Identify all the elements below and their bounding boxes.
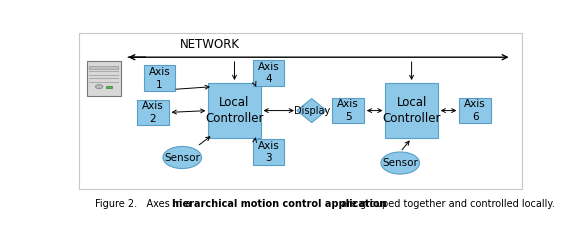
Text: Display: Display [294, 106, 330, 116]
FancyBboxPatch shape [144, 65, 175, 91]
Ellipse shape [381, 152, 420, 174]
Text: Axis
2: Axis 2 [142, 101, 163, 124]
Text: Sensor: Sensor [382, 158, 418, 168]
Ellipse shape [163, 147, 202, 168]
Text: Axis
1: Axis 1 [149, 67, 171, 90]
FancyBboxPatch shape [459, 98, 491, 124]
Ellipse shape [96, 85, 103, 89]
Text: NETWORK: NETWORK [180, 38, 240, 51]
FancyBboxPatch shape [106, 86, 112, 88]
FancyBboxPatch shape [386, 83, 438, 138]
FancyBboxPatch shape [79, 33, 522, 189]
Text: are grouped together and controlled locally.: are grouped together and controlled loca… [338, 199, 555, 209]
Text: Axis
5: Axis 5 [337, 99, 359, 122]
FancyBboxPatch shape [137, 99, 169, 125]
FancyBboxPatch shape [253, 139, 284, 165]
FancyBboxPatch shape [209, 83, 261, 138]
Text: Axis
6: Axis 6 [464, 99, 486, 122]
Text: Axis
3: Axis 3 [258, 141, 280, 163]
Text: Local
Controller: Local Controller [382, 96, 441, 125]
FancyBboxPatch shape [332, 98, 364, 124]
Text: Axis
4: Axis 4 [258, 62, 280, 84]
Text: Figure 2.   Axes in a: Figure 2. Axes in a [95, 199, 194, 209]
FancyBboxPatch shape [253, 60, 284, 86]
FancyBboxPatch shape [89, 66, 118, 69]
Text: Sensor: Sensor [164, 152, 200, 163]
Text: hierarchical motion control application: hierarchical motion control application [172, 199, 386, 209]
FancyBboxPatch shape [87, 61, 121, 96]
Polygon shape [297, 99, 326, 123]
Text: Local
Controller: Local Controller [205, 96, 264, 125]
